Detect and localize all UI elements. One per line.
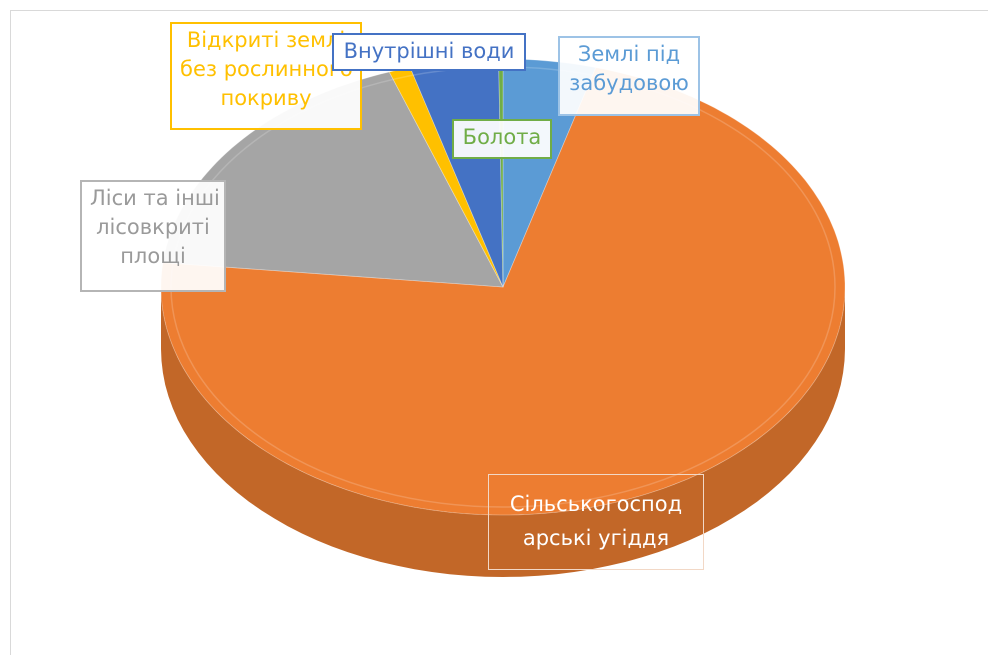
data-label-line: Землі під [577, 42, 681, 66]
data-label-line: Внутрішні води [343, 39, 515, 63]
data-label-line: без рослинного [180, 57, 353, 81]
data-label-line: Відкриті землі [186, 28, 346, 52]
data-label-line: Болота [462, 125, 542, 149]
data-label-line: Ліси та інші [90, 186, 220, 210]
data-label-bare-land: Відкриті землі без рослинного покриву [170, 22, 362, 130]
chart-area [10, 10, 988, 655]
data-label-built-up: Землі під забудовою [558, 36, 700, 116]
data-label-line: лісовкриті [96, 215, 210, 239]
data-label-inland-water: Внутрішні води [332, 33, 526, 71]
data-label-agricultural: Сільськогоспод арські угіддя [488, 474, 704, 570]
pie-sides [161, 287, 845, 577]
data-label-line: арські угіддя [522, 526, 670, 550]
data-label-forest: Ліси та інші лісовкриті площі [80, 180, 226, 292]
data-label-line: площі [120, 244, 186, 268]
data-label-line: покриву [220, 86, 312, 110]
pie-slice-agricultural [160, 67, 846, 516]
data-label-swamps: Болота [452, 119, 552, 159]
pie-side-agricultural [161, 287, 845, 577]
pie-top [160, 58, 846, 516]
data-label-line: Сільськогоспод [509, 492, 683, 516]
data-label-line: забудовою [569, 71, 689, 95]
